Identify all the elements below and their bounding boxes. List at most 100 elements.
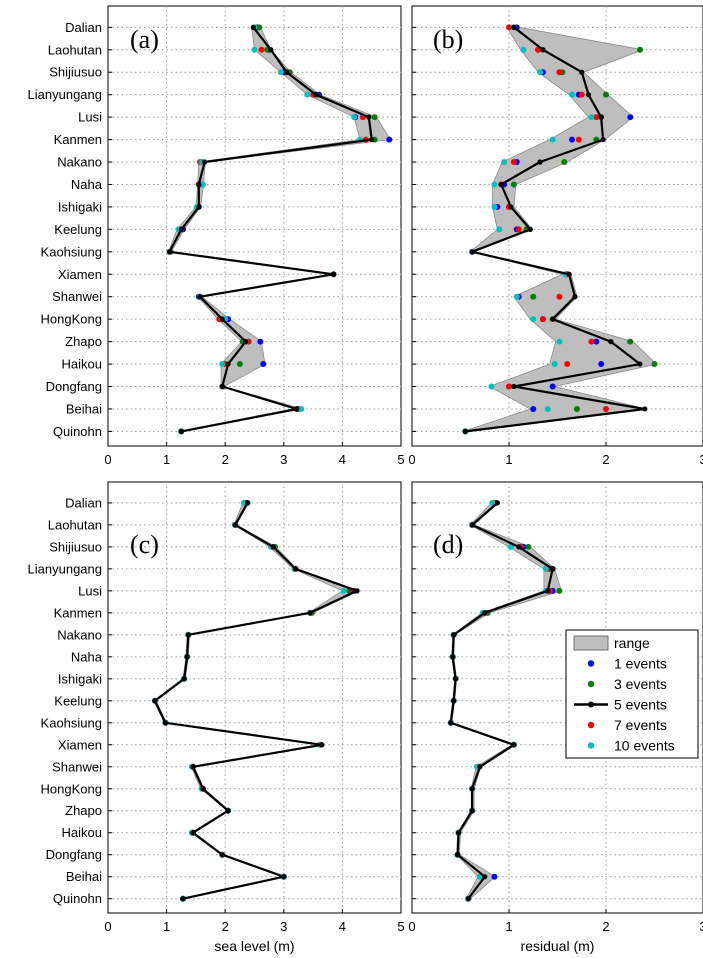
station-label: Keelung	[54, 693, 102, 708]
panel-tag: (d)	[433, 530, 463, 559]
data-point	[530, 405, 537, 412]
data-point	[260, 361, 267, 368]
data-point	[270, 544, 276, 550]
station-label: Ishigaki	[58, 199, 102, 214]
data-point	[506, 383, 512, 390]
station-label: Keelung	[54, 222, 102, 237]
data-point	[530, 293, 537, 300]
data-point	[284, 69, 290, 75]
data-point	[351, 114, 358, 121]
station-label: HongKong	[41, 312, 102, 327]
x-tick-label: 1	[505, 919, 512, 934]
station-label: Beihai	[66, 401, 102, 416]
station-label: Haikou	[62, 357, 102, 372]
data-point	[588, 114, 595, 121]
data-point	[340, 587, 347, 594]
data-point	[232, 522, 238, 528]
x-axis-label: residual (m)	[521, 938, 595, 954]
station-label: Naha	[71, 177, 103, 192]
data-point	[258, 46, 265, 53]
x-tick-label: 1	[163, 919, 170, 934]
data-point	[313, 92, 319, 98]
x-tick-label: 3	[699, 919, 703, 934]
x-tick-label: 2	[602, 452, 609, 467]
station-label: Lusi	[78, 110, 102, 125]
legend-marker	[587, 660, 595, 667]
data-point	[190, 764, 196, 770]
station-label: HongKong	[41, 781, 102, 796]
data-point	[515, 226, 522, 233]
data-point	[386, 136, 393, 143]
data-point	[578, 91, 585, 98]
data-point	[236, 361, 243, 368]
panel-b: 0 1 2 3 (b)	[408, 5, 703, 467]
data-point	[250, 24, 256, 30]
data-point	[608, 339, 614, 345]
data-point	[498, 181, 504, 188]
data-point	[199, 181, 206, 188]
data-point	[506, 24, 512, 31]
legend-marker	[588, 701, 594, 708]
data-point	[520, 46, 527, 53]
legend-box	[565, 629, 699, 759]
data-point	[598, 361, 605, 368]
legend-marker	[587, 721, 595, 729]
data-point	[550, 566, 556, 572]
station-label: Laohutan	[48, 517, 102, 532]
x-tick-label: 5	[397, 919, 404, 934]
plot-area	[107, 481, 402, 914]
data-point	[196, 204, 202, 210]
plot-area	[107, 5, 402, 447]
data-point	[219, 383, 225, 390]
data-point	[281, 874, 287, 880]
data-point	[451, 698, 457, 704]
data-point	[166, 249, 173, 255]
data-point	[196, 181, 202, 188]
x-tick-label: 2	[222, 452, 229, 467]
data-point	[603, 91, 609, 98]
x-tick-label: 5	[397, 452, 404, 467]
data-point	[491, 203, 498, 210]
legend: range 1 events 3 events 5 events 7 events 10 …	[565, 629, 699, 759]
legend-label: 5 events	[614, 697, 667, 713]
data-point	[510, 159, 517, 166]
data-point	[561, 159, 568, 166]
data-point	[637, 361, 643, 367]
data-point	[566, 271, 572, 277]
station-label: Dalian	[65, 495, 102, 510]
station-label: Nakano	[57, 627, 102, 642]
panel-tag: (b)	[433, 25, 463, 54]
data-point	[593, 338, 600, 345]
data-point	[354, 588, 360, 594]
data-point	[530, 316, 537, 323]
x-tick-label: 1	[163, 452, 170, 467]
x-tick-label: 3	[280, 919, 287, 934]
data-point	[510, 181, 517, 188]
data-point	[642, 406, 648, 412]
data-point	[292, 566, 299, 572]
data-point	[448, 720, 454, 726]
station-label: Shanwei	[52, 289, 102, 304]
data-point	[564, 361, 571, 368]
legend-label: 1 events	[614, 656, 667, 672]
data-point	[627, 338, 634, 345]
station-label: Dalian	[65, 20, 102, 35]
data-point	[636, 46, 643, 53]
data-point	[540, 47, 546, 53]
data-point	[511, 383, 517, 390]
data-point	[185, 632, 191, 638]
panel-c: 0 1 2 3 4 5 Dalian Laohutan Shijiusuo Lianyungang…	[28, 481, 405, 954]
station-label: Laohutan	[48, 42, 102, 57]
data-point	[627, 114, 634, 121]
station-label: Ishigaki	[58, 671, 102, 686]
legend-item: 1 events	[587, 656, 667, 672]
x-tick-label: 0	[104, 919, 111, 934]
data-point	[294, 406, 300, 412]
series-5-events	[462, 24, 648, 435]
station-label: Lusi	[78, 583, 102, 598]
data-point	[180, 896, 186, 902]
station-label: Shijiusuo	[49, 65, 102, 80]
station-label: Xiamen	[58, 267, 102, 282]
data-point	[651, 361, 658, 368]
